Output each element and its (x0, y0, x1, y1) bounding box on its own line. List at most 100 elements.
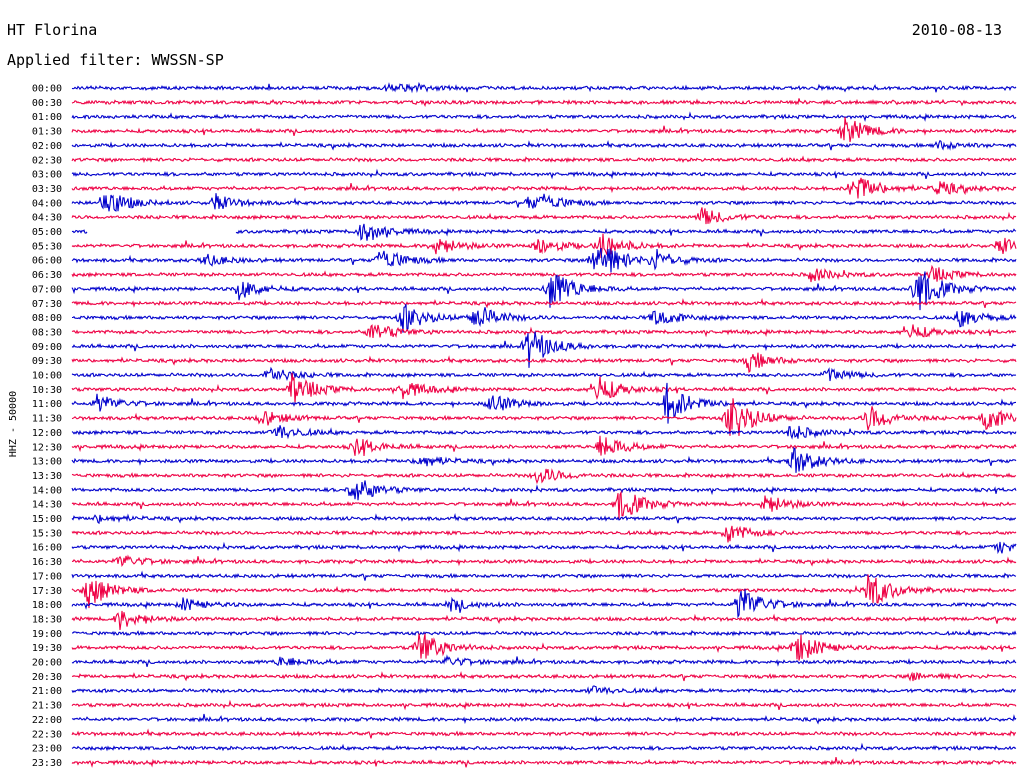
time-tick-label: 19:00 (32, 629, 62, 640)
time-tick-label: 12:30 (32, 442, 62, 453)
seismic-trace-2100 (71, 685, 1017, 696)
seismic-trace-1300 (71, 446, 1017, 473)
seismic-trace-1000 (71, 366, 1017, 382)
time-tick-label: 23:00 (32, 744, 62, 755)
time-tick-label: 19:30 (32, 643, 62, 654)
seismic-trace-0800 (72, 304, 1017, 333)
seismic-trace-2230 (71, 728, 1017, 739)
seismic-trace-1830 (71, 610, 1017, 630)
seismic-trace-1800 (71, 588, 1017, 619)
seismic-trace-1900 (72, 628, 1017, 637)
station-name: HT Florina (7, 21, 98, 39)
time-tick-label: 20:00 (32, 658, 62, 669)
seismic-trace-0500 (71, 223, 1017, 241)
time-tick-label: 15:30 (32, 528, 62, 539)
seismic-trace-1400 (71, 480, 1017, 501)
seismic-trace-0000 (71, 81, 1017, 94)
seismic-trace-2030 (71, 670, 1017, 682)
trace-group (71, 81, 1017, 768)
seismic-trace-0400 (71, 193, 1017, 212)
time-tick-label: 17:00 (32, 571, 62, 582)
time-tick-label: 09:00 (32, 342, 62, 353)
seismic-trace-0700 (71, 271, 1017, 311)
time-tick-label: 23:30 (32, 758, 62, 769)
seismic-trace-2200 (71, 713, 1017, 725)
seismic-trace-1100 (71, 382, 1016, 424)
time-tick-label: 21:00 (32, 686, 62, 697)
seismic-trace-1330 (71, 468, 1017, 485)
seismic-trace-2330 (71, 756, 1017, 768)
time-tick-label: 12:00 (32, 428, 62, 439)
seismic-trace-1030 (71, 372, 1017, 404)
seismic-trace-0430 (71, 207, 1017, 225)
seismic-trace-0330 (71, 177, 1017, 199)
seismic-trace-1500 (71, 513, 1017, 525)
time-tick-label: 06:30 (32, 270, 62, 281)
seismic-trace-0630 (71, 264, 1017, 283)
time-tick-label: 13:00 (32, 457, 62, 468)
seismic-trace-0730 (71, 297, 1017, 309)
record-date: 2010-08-13 (911, 21, 1002, 39)
time-tick-label: 18:30 (32, 614, 62, 625)
time-tick-label: 16:30 (32, 557, 62, 568)
time-tick-label: 05:30 (32, 241, 62, 252)
time-tick-label: 13:30 (32, 471, 62, 482)
time-tick-label: 15:00 (32, 514, 62, 525)
time-tick-label: 10:30 (32, 385, 62, 396)
time-tick-label: 21:30 (32, 701, 62, 712)
time-tick-label: 10:00 (32, 371, 62, 382)
seismic-trace-2300 (71, 742, 1017, 752)
time-tick-label: 00:00 (32, 84, 62, 95)
time-tick-label: 20:30 (32, 672, 62, 683)
seismic-trace-0130 (71, 117, 1017, 143)
applied-filter-label: Applied filter: WWSSN-SP (7, 51, 224, 69)
time-tick-label: 08:30 (32, 327, 62, 338)
time-tick-label: 01:30 (32, 127, 62, 138)
time-tick-label: 04:00 (32, 198, 62, 209)
seismic-trace-1700 (71, 570, 1017, 581)
time-tick-label: 03:00 (32, 170, 62, 181)
time-tick-label: 01:00 (32, 112, 62, 123)
seismic-trace-2130 (71, 699, 1017, 711)
seismic-trace-0200 (71, 139, 1017, 151)
time-tick-label: 14:00 (32, 485, 62, 496)
seismic-trace-1730 (71, 574, 1017, 609)
time-tick-label: 17:30 (32, 586, 62, 597)
time-tick-label: 14:30 (32, 500, 62, 511)
seismic-trace-1430 (71, 490, 1017, 520)
seismic-trace-1200 (71, 425, 1017, 440)
seismic-trace-0830 (71, 324, 1017, 339)
time-tick-label: 22:30 (32, 729, 62, 740)
time-tick-label: 02:00 (32, 141, 62, 152)
time-tick-label: 04:30 (32, 213, 62, 224)
time-tick-label: 00:30 (32, 98, 62, 109)
time-tick-label: 06:00 (32, 256, 62, 267)
seismic-trace-0100 (71, 111, 1017, 123)
time-tick-label: 11:00 (32, 399, 62, 410)
seismic-trace-0300 (71, 168, 1017, 180)
time-tick-labels: 00:00 00:30 01:00 01:30 02:00 02:30 03:00 03:30… (32, 84, 62, 769)
time-tick-label: 07:00 (32, 284, 62, 295)
seismic-trace-0600 (71, 247, 1017, 273)
seismic-trace-1230 (71, 435, 1017, 457)
time-tick-label: 16:00 (32, 543, 62, 554)
seismic-trace-0930 (71, 352, 1017, 374)
seismic-trace-0230 (71, 155, 1017, 164)
time-tick-label: 02:30 (32, 155, 62, 166)
seismic-trace-1530 (71, 525, 1017, 543)
seismic-trace-1130 (71, 398, 1017, 436)
seismic-trace-1630 (71, 554, 1017, 567)
time-tick-label: 03:30 (32, 184, 62, 195)
time-tick-label: 22:00 (32, 715, 62, 726)
seismic-trace-2000 (71, 654, 1017, 667)
seismic-trace-1600 (71, 541, 1017, 555)
seismic-trace-0900 (71, 331, 1017, 368)
time-tick-label: 05:00 (32, 227, 62, 238)
seismic-trace-0530 (71, 233, 1017, 258)
y-axis-label: HHZ - 50000 (8, 391, 19, 457)
seismic-trace-1930 (71, 633, 1017, 661)
time-tick-label: 08:00 (32, 313, 62, 324)
seismic-trace-0030 (71, 98, 1017, 107)
time-tick-label: 11:30 (32, 414, 62, 425)
